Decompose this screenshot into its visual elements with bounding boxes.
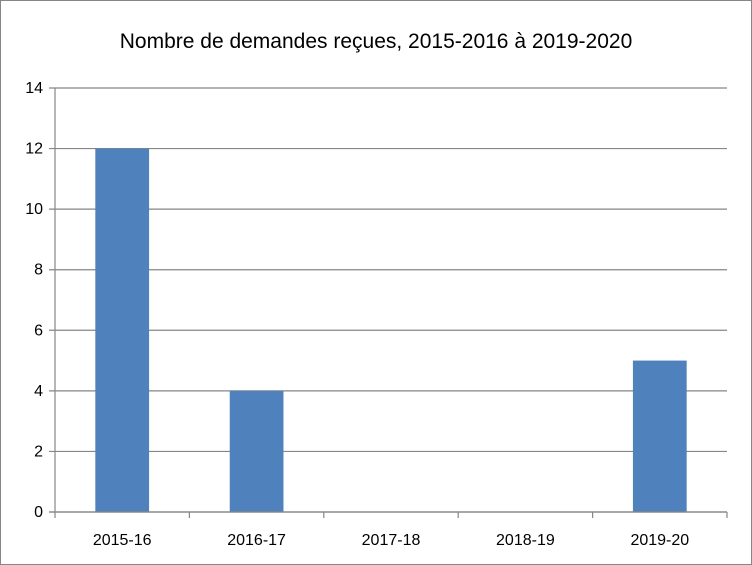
x-tick-label: 2018-19 <box>496 532 555 549</box>
bar-2019-20 <box>632 360 687 512</box>
x-tick-label: 2015-16 <box>93 532 152 549</box>
chart-title: Nombre de demandes reçues, 2015-2016 à 2… <box>119 30 633 53</box>
y-tick-label: 14 <box>25 80 43 97</box>
bar-2016-17 <box>229 390 284 512</box>
x-tick-label: 2019-20 <box>630 532 689 549</box>
y-tick-label: 10 <box>25 201 43 218</box>
y-tick-label: 2 <box>34 443 43 460</box>
y-tick-label: 4 <box>34 383 43 400</box>
y-tick-label: 0 <box>34 504 43 521</box>
x-tick-label: 2016-17 <box>227 532 286 549</box>
y-tick-label: 12 <box>25 141 43 158</box>
y-tick-label: 8 <box>34 262 43 279</box>
bar-2015-16 <box>95 148 150 513</box>
x-tick-label: 2017-18 <box>362 532 421 549</box>
y-tick-label: 6 <box>34 322 43 339</box>
